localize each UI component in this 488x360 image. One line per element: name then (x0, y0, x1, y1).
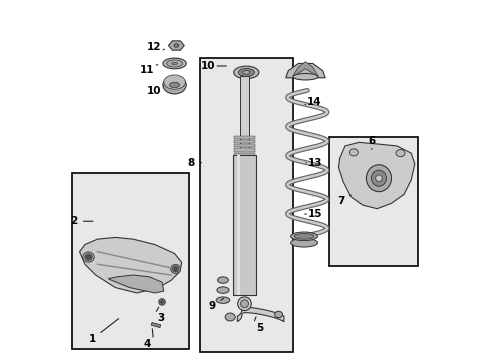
Text: 5: 5 (256, 323, 263, 333)
Ellipse shape (274, 311, 282, 318)
Ellipse shape (290, 238, 317, 247)
Ellipse shape (349, 149, 358, 156)
Ellipse shape (238, 68, 254, 76)
Text: 1: 1 (88, 333, 96, 343)
Ellipse shape (170, 264, 180, 274)
Ellipse shape (174, 267, 177, 270)
Bar (237, 155, 240, 295)
Text: 10: 10 (200, 61, 215, 71)
Ellipse shape (395, 149, 404, 157)
Ellipse shape (160, 301, 163, 303)
Ellipse shape (82, 252, 94, 262)
Bar (234, 135, 254, 139)
Text: 11: 11 (140, 64, 154, 75)
Text: 15: 15 (307, 209, 322, 219)
Ellipse shape (290, 232, 317, 240)
Text: 4: 4 (143, 339, 150, 349)
Bar (233, 155, 255, 295)
Bar (234, 157, 254, 160)
Bar (234, 153, 254, 156)
Ellipse shape (217, 277, 228, 283)
Bar (151, 323, 161, 328)
Polygon shape (237, 307, 284, 321)
Ellipse shape (171, 62, 177, 65)
Bar (240, 76, 248, 151)
Ellipse shape (375, 175, 382, 181)
Bar (72, 173, 188, 348)
Polygon shape (292, 62, 317, 76)
Ellipse shape (166, 60, 182, 67)
Ellipse shape (240, 300, 248, 308)
Text: 10: 10 (146, 86, 161, 96)
Ellipse shape (366, 165, 391, 192)
Ellipse shape (172, 266, 179, 272)
Text: 2: 2 (70, 216, 78, 226)
Ellipse shape (224, 313, 235, 321)
Polygon shape (168, 41, 184, 50)
Ellipse shape (294, 233, 313, 239)
Ellipse shape (169, 82, 179, 87)
Ellipse shape (217, 287, 228, 293)
Polygon shape (338, 142, 414, 209)
Text: 13: 13 (307, 158, 322, 168)
Ellipse shape (85, 254, 92, 260)
Polygon shape (108, 275, 163, 293)
Ellipse shape (216, 297, 229, 303)
Polygon shape (80, 237, 182, 293)
Bar (234, 148, 254, 152)
Ellipse shape (163, 58, 186, 69)
Text: 6: 6 (367, 136, 375, 146)
Ellipse shape (163, 76, 186, 94)
Polygon shape (285, 63, 325, 78)
Ellipse shape (233, 66, 258, 79)
Ellipse shape (292, 73, 317, 80)
Ellipse shape (242, 71, 249, 74)
Ellipse shape (237, 297, 251, 311)
Ellipse shape (163, 75, 185, 89)
Text: 14: 14 (306, 97, 321, 107)
Text: 9: 9 (208, 301, 215, 311)
Ellipse shape (159, 299, 165, 305)
Bar (234, 140, 254, 143)
Ellipse shape (86, 256, 90, 259)
Ellipse shape (371, 170, 386, 186)
Text: 8: 8 (187, 158, 195, 168)
Bar (234, 144, 254, 147)
Text: 12: 12 (146, 42, 161, 51)
Ellipse shape (174, 44, 179, 47)
Bar (328, 137, 418, 266)
Text: 7: 7 (336, 196, 344, 206)
Text: 3: 3 (157, 313, 164, 323)
Bar (199, 58, 292, 352)
